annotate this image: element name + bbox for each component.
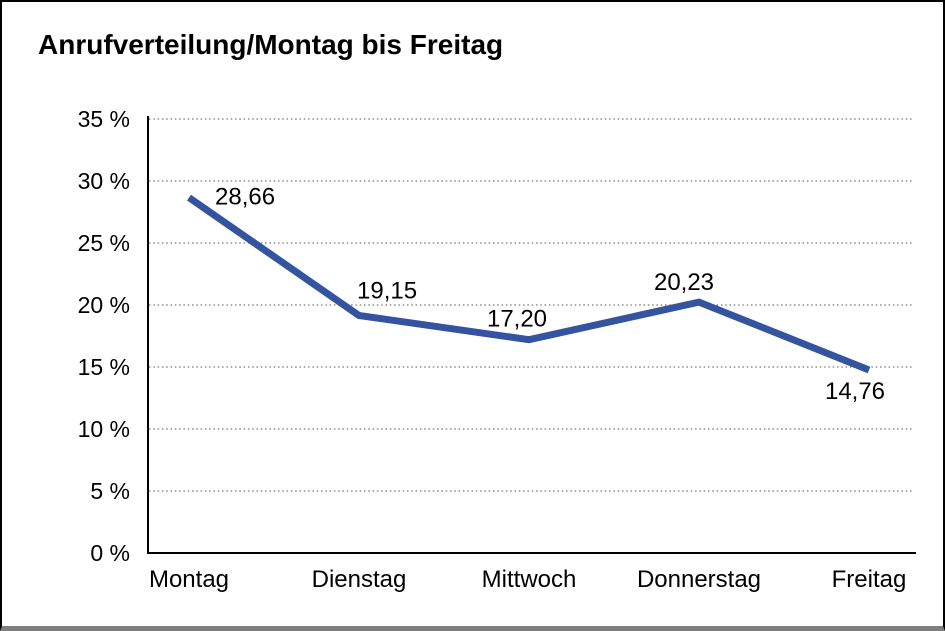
chart-title: Anrufverteilung/Montag bis Freitag — [38, 29, 504, 60]
x-category-label: Mittwoch — [482, 566, 577, 593]
data-label: 19,15 — [357, 278, 417, 305]
y-tick-label: 0 % — [90, 540, 130, 566]
data-label: 20,23 — [654, 269, 714, 296]
data-label: 14,76 — [825, 378, 885, 405]
y-tick-label: 30 % — [78, 168, 130, 194]
x-category-label: Freitag — [832, 566, 907, 593]
y-tick-label: 25 % — [78, 230, 130, 256]
x-category-label: Montag — [149, 566, 229, 593]
data-label: 28,66 — [215, 184, 275, 211]
y-tick-label: 20 % — [78, 292, 130, 318]
y-tick-label: 10 % — [78, 416, 130, 442]
y-tick-label: 35 % — [78, 106, 130, 132]
y-tick-label: 5 % — [90, 478, 130, 504]
x-category-label: Donnerstag — [637, 566, 761, 593]
x-category-label: Dienstag — [312, 566, 407, 593]
y-tick-label: 15 % — [78, 354, 130, 380]
data-label: 17,20 — [487, 306, 547, 333]
series-line — [187, 194, 871, 374]
